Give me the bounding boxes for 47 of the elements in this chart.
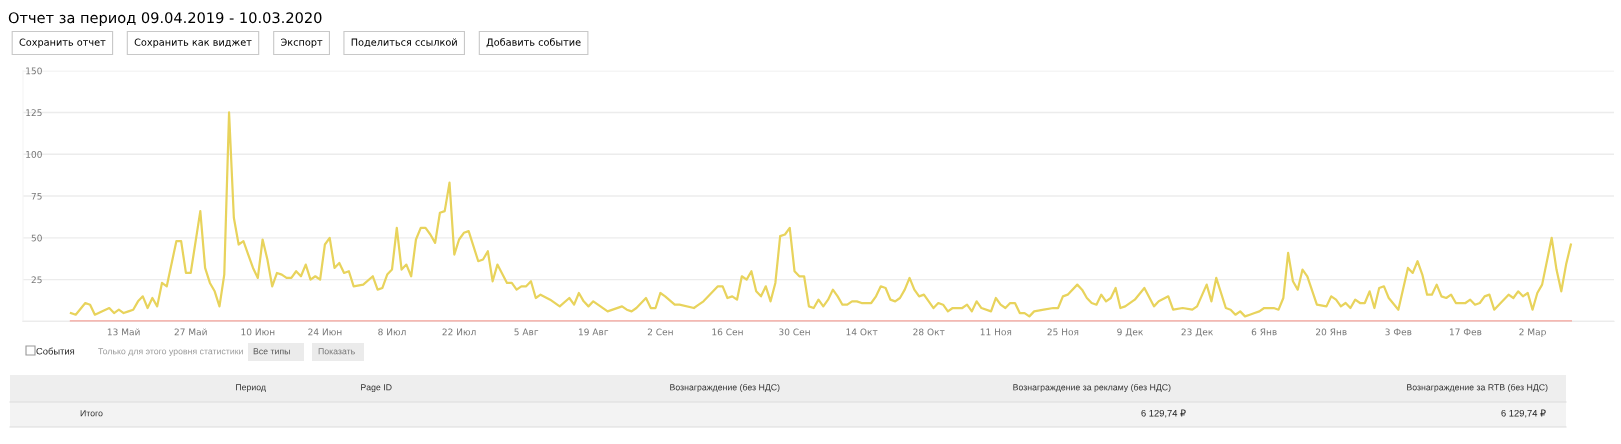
- x-tick-label: 5 Авг: [514, 328, 539, 336]
- x-tick-label: 13 Май: [107, 328, 140, 336]
- line-series: [69, 111, 1572, 318]
- y-tick-label: 50: [31, 234, 42, 242]
- x-tick-label: 2 Сен: [647, 328, 673, 336]
- text: Все типы: [253, 348, 290, 355]
- y-tick-label: 150: [26, 67, 42, 75]
- text: Итого: [80, 410, 103, 417]
- x-tick-label: 10 Июн: [241, 328, 275, 336]
- x-tick-label: 28 Окт: [913, 328, 945, 336]
- x-tick-label: 25 Ноя: [1047, 328, 1079, 336]
- y-tick-label: 100: [26, 151, 42, 158]
- text: Вознаграждение за рекламу (без НДС): [1013, 383, 1171, 393]
- text: Добавить событие: [486, 38, 581, 48]
- text: Вознаграждение (без НДС): [670, 383, 780, 393]
- x-tick-label: 11 Ноя: [980, 328, 1012, 336]
- x-tick-label: 24 Июн: [308, 328, 342, 336]
- x-tick-label: 14 Окт: [846, 328, 878, 336]
- x-tick-label: 6 Янв: [1251, 328, 1277, 336]
- x-tick-label: 27 Май: [174, 328, 207, 336]
- y-tick-label: 125: [26, 109, 42, 117]
- text: Показать: [318, 348, 355, 355]
- text: События: [36, 347, 75, 355]
- text: Только для этого уровня статистики: [98, 348, 243, 357]
- y-tick-label: 75: [31, 192, 42, 200]
- x-tick-label: 3 Фев: [1385, 328, 1412, 336]
- x-tick-label: 8 Июл: [378, 328, 406, 336]
- x-tick-label: 19 Авг: [578, 328, 609, 336]
- text: Поделиться ссылкой: [351, 38, 457, 48]
- text: Сохранить как виджет: [134, 38, 252, 48]
- x-tick-label: 17 Фев: [1449, 328, 1482, 336]
- x-tick-label: 2 Мар: [1519, 328, 1546, 338]
- x-tick-label: 20 Янв: [1316, 328, 1347, 336]
- x-tick-label: 9 Дек: [1117, 328, 1144, 337]
- text: 6 129,74 ₽: [1501, 409, 1546, 418]
- text: Вознаграждение за RTB (без НДС): [1407, 383, 1548, 393]
- text: 6 129,74 ₽: [1141, 409, 1186, 418]
- x-tick-label: 22 Июл: [442, 328, 476, 336]
- text: Page ID: [361, 384, 392, 393]
- text: Период: [236, 384, 266, 393]
- y-tick-label: 25: [31, 276, 42, 284]
- x-tick-label: 16 Сен: [712, 328, 743, 336]
- chart-title: Отчет за период 09.04.2019 - 10.03.2020: [8, 12, 322, 27]
- text: Сохранить отчет: [19, 38, 106, 48]
- x-tick-label: 23 Дек: [1181, 328, 1213, 337]
- x-tick-label: 30 Сен: [779, 328, 810, 336]
- text: Экспорт: [281, 38, 323, 48]
